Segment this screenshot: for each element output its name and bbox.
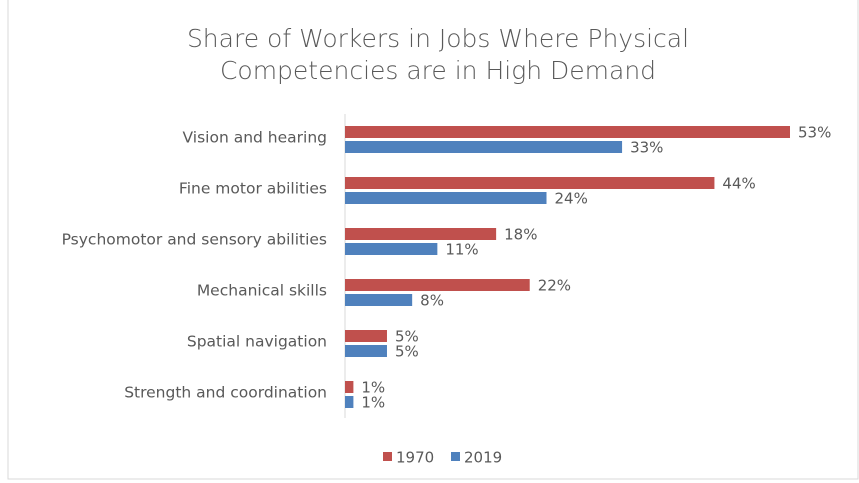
bar [345,177,715,189]
bar [345,294,413,306]
value-label: 5% [395,328,419,346]
chart-frame [7,0,859,480]
bar [345,345,387,357]
bar [345,279,530,291]
category-label: Spatial navigation [187,333,327,351]
legend-swatch [383,452,392,461]
value-label: 5% [395,343,419,361]
category-label: Mechanical skills [197,282,327,300]
bar [345,126,790,138]
category-label: Psychomotor and sensory abilities [62,231,327,249]
legend-label: 2019 [464,449,502,467]
value-label: 53% [798,124,831,142]
value-label: 1% [361,379,385,397]
value-label: 1% [361,394,385,412]
bar [345,228,497,240]
chart-title: Share of Workers in Jobs Where Physical [187,24,689,53]
legend-swatch [451,452,460,461]
category-label: Vision and hearing [183,129,327,147]
value-label: 8% [420,292,444,310]
value-label: 44% [722,175,755,193]
value-label: 11% [445,241,478,259]
category-label: Strength and coordination [124,384,327,402]
category-label: Fine motor abilities [179,180,327,198]
chart-title: Competencies are in High Demand [220,56,656,85]
value-label: 33% [630,139,663,157]
value-label: 18% [504,226,537,244]
bar [345,141,623,153]
bar [345,396,354,408]
value-label: 24% [555,190,588,208]
bar [345,381,354,393]
bar [345,243,438,255]
bar [345,192,547,204]
legend-label: 1970 [396,449,434,467]
value-label: 22% [538,277,571,295]
bar [345,330,387,342]
